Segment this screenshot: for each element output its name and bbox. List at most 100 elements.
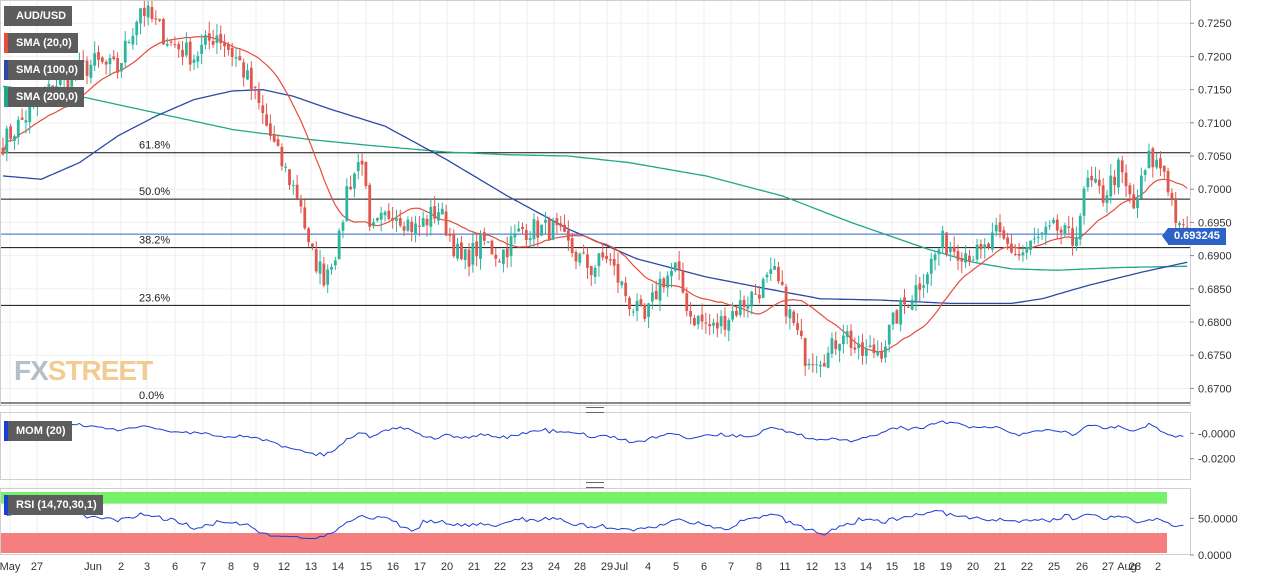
candle-body bbox=[475, 241, 479, 257]
candle-body bbox=[880, 350, 883, 359]
axes: May 27 Jun 2 3 6 7 8 9 12 13 14 15 16 17 20 21 22 23 24 28 29… bbox=[0, 0, 1238, 573]
candle-body bbox=[689, 311, 692, 317]
y-tick-label: 0.6850 bbox=[1198, 284, 1232, 296]
candle-body bbox=[956, 251, 960, 261]
candle-body bbox=[1013, 254, 1017, 256]
candle-body bbox=[1082, 188, 1086, 216]
x-tick-label: 13 bbox=[834, 561, 846, 573]
sma200-swatch bbox=[4, 87, 8, 107]
candle-body bbox=[414, 223, 417, 235]
y-tick-label: 0.7150 bbox=[1198, 85, 1232, 97]
grid bbox=[0, 0, 1190, 556]
pane-resize-handle-rsi[interactable] bbox=[586, 482, 604, 488]
candle-body bbox=[433, 206, 437, 219]
candle-body bbox=[242, 62, 246, 78]
candle-body bbox=[884, 346, 887, 358]
candle-body bbox=[295, 184, 299, 199]
candle-body bbox=[750, 291, 754, 307]
candle-body bbox=[9, 126, 13, 139]
candle-body bbox=[1052, 219, 1055, 224]
candle-body bbox=[192, 59, 196, 63]
candle-body bbox=[440, 208, 444, 215]
x-tick-label: 12 bbox=[278, 561, 290, 573]
candle-body bbox=[712, 322, 715, 326]
candle-body bbox=[933, 254, 937, 261]
candle-body bbox=[353, 173, 356, 189]
candle-body bbox=[906, 306, 910, 308]
candle-body bbox=[1006, 237, 1010, 244]
candle-body bbox=[780, 281, 784, 285]
candle-body bbox=[437, 212, 440, 221]
y-tick-label: 0.7250 bbox=[1198, 18, 1232, 30]
candle-body bbox=[948, 247, 952, 253]
rsi-pane-frame bbox=[0, 488, 1191, 555]
candle-body bbox=[154, 18, 158, 20]
candle-body bbox=[819, 364, 822, 367]
candle-body bbox=[998, 222, 1002, 233]
candle-body bbox=[601, 252, 605, 258]
candle-body bbox=[20, 117, 24, 120]
x-tick-label: May bbox=[0, 561, 21, 573]
x-tick-label: 17 bbox=[414, 561, 426, 573]
rsi-tick-label: 50.0000 bbox=[1198, 513, 1238, 525]
candle-body bbox=[540, 224, 544, 236]
candle-body bbox=[1044, 226, 1048, 234]
legend-sma100[interactable]: SMA (100,0) bbox=[4, 60, 84, 80]
candle-body bbox=[272, 134, 276, 142]
legend-sma200[interactable]: SMA (200,0) bbox=[4, 87, 84, 107]
legend-sma20[interactable]: SMA (20,0) bbox=[4, 33, 78, 53]
candle-body bbox=[872, 344, 876, 354]
candle-body bbox=[952, 246, 956, 252]
x-tick-label: 7 bbox=[200, 561, 206, 573]
candle-body bbox=[1010, 243, 1013, 253]
candle-body bbox=[700, 314, 704, 322]
instrument-label[interactable]: AUD/USD bbox=[4, 6, 73, 26]
candle-body bbox=[960, 258, 964, 262]
candle-body bbox=[1132, 194, 1136, 209]
candle-body bbox=[715, 322, 719, 329]
x-tick-label: 16 bbox=[387, 561, 399, 573]
candle-body bbox=[723, 315, 727, 330]
x-tick-label: 28 bbox=[1129, 561, 1141, 573]
candle-body bbox=[773, 266, 777, 270]
candle-body bbox=[120, 63, 123, 72]
candle-body bbox=[1075, 237, 1078, 246]
candle-body bbox=[482, 232, 486, 241]
candle-body bbox=[127, 42, 131, 44]
x-tick-label: 2 bbox=[1155, 561, 1161, 573]
rsi-swatch bbox=[4, 495, 8, 515]
candle-body bbox=[1, 147, 5, 155]
legend-mom[interactable]: MOM (20) bbox=[4, 421, 72, 441]
x-tick-label: 20 bbox=[967, 561, 979, 573]
candle-body bbox=[207, 33, 211, 41]
candle-body bbox=[666, 275, 670, 288]
candle-body bbox=[268, 123, 272, 136]
candle-body bbox=[1086, 177, 1090, 188]
candle-body bbox=[731, 311, 735, 320]
candle-body bbox=[528, 238, 532, 241]
y-tick-label: 0.6750 bbox=[1198, 350, 1232, 362]
candle-body bbox=[135, 21, 139, 36]
candle-body bbox=[1090, 175, 1094, 181]
y-tick-label: 0.7050 bbox=[1198, 151, 1232, 163]
candle-body bbox=[803, 338, 807, 366]
sma20-line bbox=[2, 35, 1188, 353]
x-tick-label: 22 bbox=[1021, 561, 1033, 573]
candle-body bbox=[1181, 224, 1185, 226]
candle-body bbox=[582, 252, 586, 254]
candle-body bbox=[303, 207, 307, 229]
candle-body bbox=[28, 106, 32, 123]
x-tick-label: 15 bbox=[886, 561, 898, 573]
candle-body bbox=[417, 225, 421, 227]
pane-resize-handle-mom[interactable] bbox=[586, 407, 604, 413]
legend-rsi[interactable]: RSI (14,70,30,1) bbox=[4, 495, 103, 515]
candle-body bbox=[341, 222, 345, 231]
candle-body bbox=[188, 41, 192, 65]
candle-body bbox=[219, 33, 223, 44]
candle-body bbox=[532, 219, 536, 240]
candle-body bbox=[1017, 253, 1021, 256]
candle-body bbox=[356, 162, 360, 172]
candle-body bbox=[379, 212, 383, 220]
candle-body bbox=[486, 241, 490, 243]
candle-body bbox=[624, 282, 628, 297]
